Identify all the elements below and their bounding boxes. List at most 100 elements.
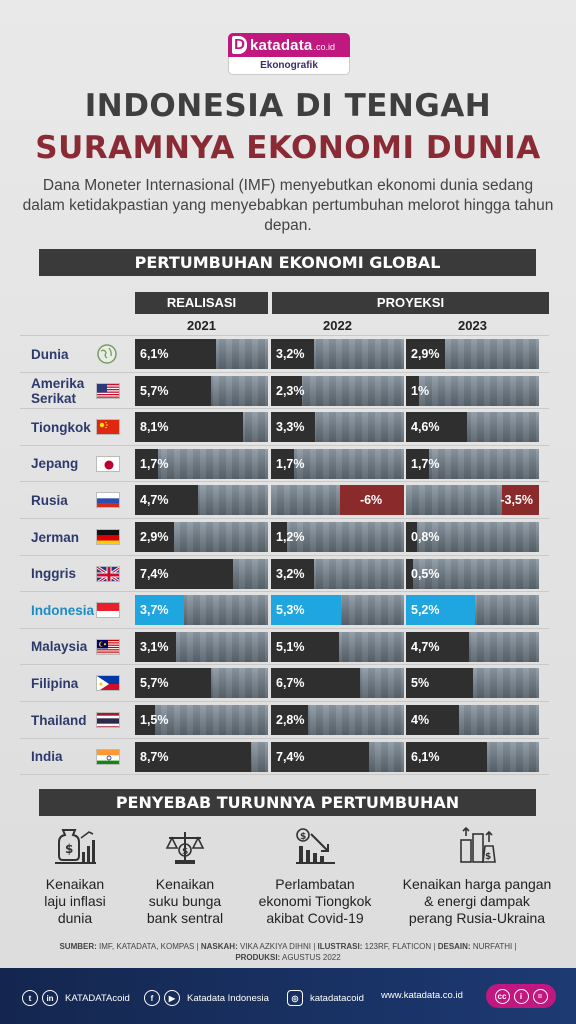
value-label-filipina-2023: 5% <box>411 676 430 691</box>
bar-cell-jepang-2023: 1,7% <box>406 448 539 479</box>
value-label-indonesia-2022: 5,3% <box>276 603 305 618</box>
bar-cell-amerika-serikat-2022: 2,3% <box>271 375 404 406</box>
instagram-icon[interactable]: ◎ <box>287 990 303 1006</box>
row-gridline <box>20 627 549 629</box>
bar-rusia-2021 <box>135 485 198 516</box>
ilustrasi-value: 123RF, FLATICON <box>364 942 432 951</box>
bar-dunia-2021 <box>135 339 217 369</box>
bar-inggris-2021 <box>135 558 234 589</box>
food-price-rise-icon: $ <box>460 826 496 863</box>
katadata-logo[interactable]: D katadata .co.id Ekonografik <box>228 33 350 75</box>
value-label-dunia-2021: 6,1% <box>140 347 169 361</box>
bar-cell-jepang-2022: 1,7% <box>271 448 404 479</box>
bar-tiongkok-2022 <box>271 412 315 443</box>
category-label-amerika-serikat: Amerika Serikat <box>31 375 85 406</box>
bar-cell-jerman-2023: 0,8% <box>406 522 539 552</box>
value-label-indonesia-2023: 5,2% <box>411 603 440 618</box>
footer-handle-2[interactable]: Katadata Indonesia <box>187 992 269 1004</box>
footer-website-link[interactable]: www.katadata.co.id <box>381 990 463 1001</box>
cause-item-inflation: $ Kenaikan laju inflasi dunia <box>20 826 130 927</box>
bar-jepang-2023 <box>406 448 429 479</box>
bar-amerika-serikat-2022 <box>271 375 302 406</box>
flag-icon-jerman <box>96 529 120 545</box>
cause-text-food-energy: Kenaikan harga pangan & energi dampak pe… <box>402 876 552 926</box>
bar-thailand-2023 <box>406 705 460 735</box>
bar-cell-dunia-2021: 6,1% <box>135 339 268 369</box>
naskah-value: VIKA AZKIYA DIHNI <box>239 942 311 951</box>
bar-rusia-2022 <box>340 485 404 516</box>
bar-cell-tiongkok-2021: 8,1% <box>135 412 268 443</box>
value-label-malaysia-2023: 4,7% <box>411 639 440 654</box>
svg-text:$: $ <box>65 842 73 856</box>
flag-icon-jepang <box>96 455 120 472</box>
bar-cell-dunia-2023: 2,9% <box>406 339 539 369</box>
desain-value: NURFATHI <box>472 942 513 951</box>
bar-cell-rusia-2021: 4,7% <box>135 485 268 516</box>
bar-jepang-2021 <box>135 448 158 479</box>
bar-jerman-2021 <box>135 522 174 552</box>
bar-cell-tiongkok-2023: 4,6% <box>406 412 539 443</box>
globe-icon <box>96 344 118 364</box>
bar-india-2022 <box>271 741 370 772</box>
bar-inggris-2022 <box>271 558 314 589</box>
value-label-jepang-2022: 1,7% <box>276 456 305 471</box>
bar-cell-indonesia-2021: 3,7% <box>135 595 268 626</box>
footer-handle-1[interactable]: KATADATAcoid <box>65 992 130 1004</box>
bar-cell-filipina-2021: 5,7% <box>135 668 268 699</box>
bar-thailand-2022 <box>271 705 309 735</box>
value-label-tiongkok-2023: 4,6% <box>411 420 440 435</box>
category-label-dunia: Dunia <box>31 346 69 362</box>
category-label-inggris: Inggris <box>31 566 77 582</box>
youtube-icon[interactable]: ▶ <box>164 990 180 1006</box>
bar-cell-dunia-2022: 3,2% <box>271 339 404 369</box>
value-label-tiongkok-2021: 8,1% <box>140 420 169 435</box>
flag-icon-thailand <box>96 712 120 728</box>
bar-filipina-2022 <box>271 668 361 699</box>
bar-india-2023 <box>406 741 488 772</box>
produksi-label: PRODUKSI: <box>235 953 281 962</box>
row-gridline <box>20 408 549 410</box>
ilustrasi-label: ILUSTRASI: <box>317 942 363 951</box>
bar-jerman-2022 <box>271 522 287 552</box>
cause-text-china: Perlambatan ekonomi Tiongkok akibat Covi… <box>258 876 372 926</box>
bar-cell-malaysia-2021: 3,1% <box>135 631 268 662</box>
footer-website[interactable]: www.katadata.co.id <box>381 990 463 1001</box>
bar-cell-jepang-2021: 1,7% <box>135 448 268 479</box>
value-label-indonesia-2021: 3,7% <box>140 603 169 618</box>
value-label-india-2022: 7,4% <box>276 749 305 764</box>
footer-social-facebook-youtube[interactable]: f ▶ Katadata Indonesia <box>144 990 269 1006</box>
twitter-icon[interactable]: t <box>22 990 38 1006</box>
bar-cell-india-2021: 8,7% <box>135 741 268 772</box>
sumber-label: SUMBER: <box>59 942 97 951</box>
bar-cell-rusia-2022: -6% <box>271 485 404 516</box>
cause-item-interest: $ Kenaikan suku bunga bank sentral <box>130 826 240 927</box>
value-label-jepang-2021: 1,7% <box>140 456 169 471</box>
footer-social-instagram[interactable]: ◎ katadatacoid <box>287 990 364 1006</box>
bar-malaysia-2022 <box>271 631 339 662</box>
bar-malaysia-2023 <box>406 631 469 662</box>
bar-cell-malaysia-2023: 4,7% <box>406 631 539 662</box>
bank-balance-icon: $ <box>165 832 205 864</box>
linkedin-icon[interactable]: in <box>42 990 58 1006</box>
svg-text:$: $ <box>300 832 306 842</box>
bar-cell-filipina-2023: 5% <box>406 668 539 699</box>
bar-cell-tiongkok-2022: 3,3% <box>271 412 404 443</box>
bar-cell-filipina-2022: 6,7% <box>271 668 404 699</box>
category-label-tiongkok: Tiongkok <box>31 419 91 435</box>
category-label-jerman: Jerman <box>31 529 80 545</box>
footer-handle-3[interactable]: katadatacoid <box>310 992 364 1004</box>
year-label-2021: 2021 <box>187 318 216 333</box>
bar-filipina-2021 <box>135 668 211 699</box>
bar-cell-thailand-2023: 4% <box>406 705 539 735</box>
bar-jepang-2022 <box>271 448 294 479</box>
flag-icon-malaysia <box>96 638 120 655</box>
page-title-line2: SURAMNYA EKONOMI DUNIA <box>35 130 541 166</box>
bar-cell-indonesia-2023: 5,2% <box>406 595 539 626</box>
decline-chart-icon: $ <box>296 828 335 864</box>
bar-cell-india-2023: 6,1% <box>406 741 539 772</box>
value-label-thailand-2022: 2,8% <box>276 713 305 727</box>
bar-cell-jerman-2022: 1,2% <box>271 522 404 552</box>
footer-social-twitter-linkedin[interactable]: t in KATADATAcoid <box>22 990 130 1006</box>
bar-cell-rusia-2023: -3,5% <box>406 485 539 516</box>
facebook-icon[interactable]: f <box>144 990 160 1006</box>
